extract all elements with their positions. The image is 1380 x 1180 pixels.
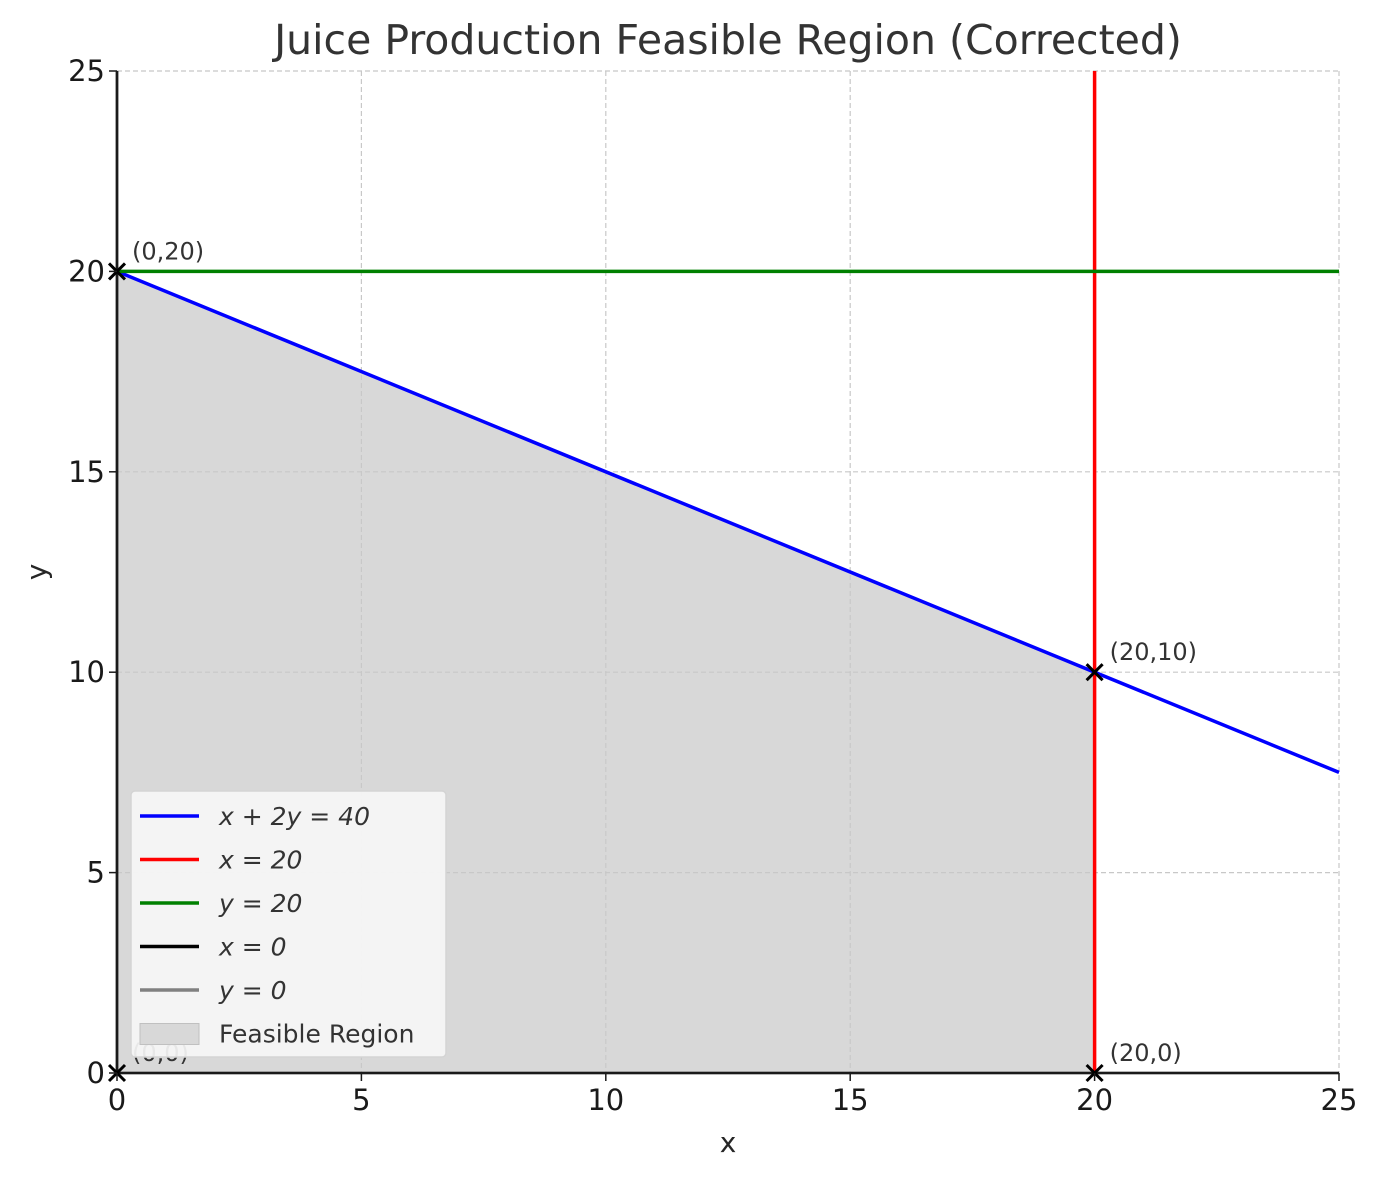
chart-title: Juice Production Feasible Region (Correc… <box>271 16 1182 64</box>
legend-swatch-region <box>139 1023 200 1045</box>
axes-layer <box>115 71 1339 1075</box>
corner-point-label: (20,0) <box>1110 1039 1182 1067</box>
legend-label: x + 2y = 40 <box>218 802 370 831</box>
legend-item-x-0: x = 0 <box>140 933 287 962</box>
legend-item-feasible-region: Feasible Region <box>139 1020 414 1049</box>
legend-label: Feasible Region <box>219 1020 414 1049</box>
legend-item-y-20: y = 20 <box>140 889 302 918</box>
legend-label: y = 20 <box>218 889 302 918</box>
legend-item-y-0: y = 0 <box>140 976 287 1005</box>
y-tick-label-20: 20 <box>68 254 105 288</box>
x-tick-label-0: 0 <box>108 1083 126 1117</box>
legend-item-x-2y-40: x + 2y = 40 <box>140 802 370 831</box>
legend-label: x = 0 <box>218 933 287 962</box>
y-tick-label-5: 5 <box>87 856 105 890</box>
y-tick-label-10: 10 <box>68 655 105 689</box>
legend-label: y = 0 <box>218 976 287 1005</box>
legend: x + 2y = 40 x = 20 y = 20 x = 0 y = 0 Feasibl… <box>130 790 447 1058</box>
corner-point-label: (0,20) <box>132 237 204 265</box>
x-axis-label: x <box>720 1126 737 1159</box>
x-tick-label-10: 10 <box>587 1083 624 1117</box>
x-tick-label-20: 20 <box>1076 1083 1113 1117</box>
corner-point-20-10: (20,10) <box>1085 638 1197 682</box>
y-tick-label-25: 25 <box>68 54 105 88</box>
y-tick-label-0: 0 <box>87 1056 105 1090</box>
y-axis-label: y <box>20 564 53 581</box>
legend-item-x-20: x = 20 <box>140 846 302 875</box>
corner-point-20-0: (20,0) <box>1085 1039 1182 1083</box>
tick-labels-layer: 0 5 10 15 20 25 0 5 10 15 20 25 <box>68 54 1357 1117</box>
y-tick-label-15: 15 <box>68 455 105 489</box>
x-tick-label-15: 15 <box>832 1083 869 1117</box>
legend-label: x = 20 <box>218 846 302 875</box>
series-line-x-2y-40 <box>116 269 1340 775</box>
legend-box <box>130 790 447 1058</box>
x-tick-label-5: 5 <box>352 1083 370 1117</box>
corner-point-marker <box>1085 663 1104 682</box>
x-tick-label-25: 25 <box>1321 1083 1358 1117</box>
corner-point-label: (20,10) <box>1110 638 1197 666</box>
